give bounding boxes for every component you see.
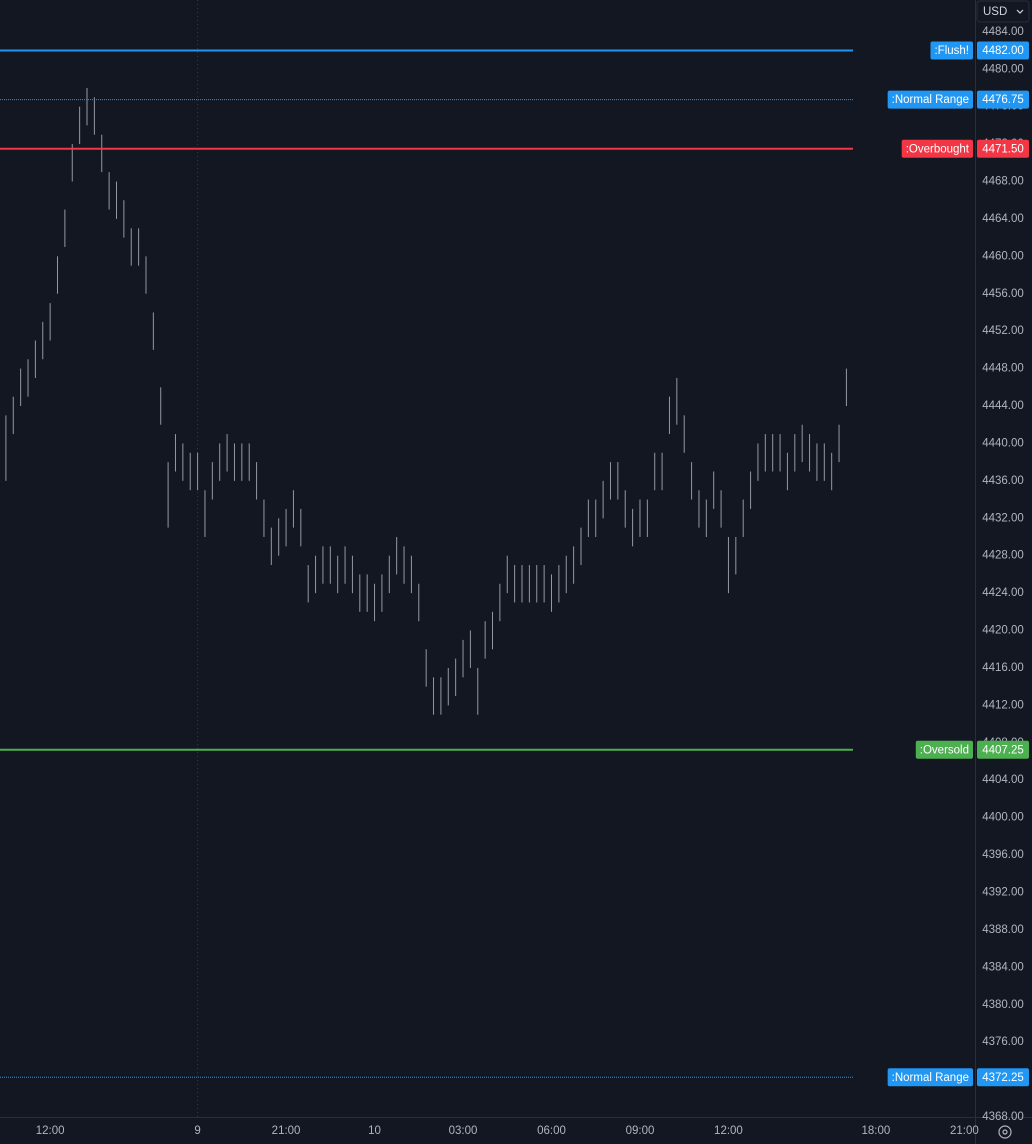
level-price-tag [977,740,1029,759]
level-price: 4407.25 [982,744,1024,756]
y-tick-label: 4412.00 [982,699,1024,711]
y-tick-label: 4468.00 [982,176,1024,188]
y-tick-label: 4388.00 [982,924,1024,936]
settings-icon[interactable] [998,1125,1012,1139]
level-name: :Oversold [920,744,969,756]
level-name-tag [915,740,973,759]
y-tick-label: 4464.00 [982,213,1024,225]
x-tick-label: 06:00 [537,1125,566,1137]
x-tick-label: 03:00 [449,1125,478,1137]
level-price-tag [977,41,1029,60]
level-name: :Normal Range [892,1072,969,1084]
y-tick-label: 4436.00 [982,475,1024,487]
y-tick-label: 4452.00 [982,325,1024,337]
y-tick-label: 4416.00 [982,662,1024,674]
level-price: 4372.25 [982,1072,1024,1084]
level-name-tag [901,139,973,158]
y-tick-label: 4480.00 [982,63,1024,75]
currency-button[interactable] [976,0,1030,23]
level-price-tag [977,139,1029,158]
x-tick-label: 12:00 [36,1125,65,1137]
y-tick-label: 4432.00 [982,512,1024,524]
x-tick-label: 9 [194,1125,200,1137]
y-tick-label: 4444.00 [982,400,1024,412]
level-price: 4482.00 [982,45,1024,57]
y-tick-label: 4424.00 [982,587,1024,599]
currency-label: USD [983,6,1007,18]
y-tick-label: 4392.00 [982,887,1024,899]
x-tick-label: 21:00 [272,1125,301,1137]
y-tick-label: 4404.00 [982,774,1024,786]
level-price-tag [977,1068,1029,1087]
y-tick-label: 4420.00 [982,625,1024,637]
level-name: :Overbought [906,143,970,155]
y-tick-label: 4484.00 [982,26,1024,38]
level-name-tag [887,1068,973,1087]
y-tick-label: 4456.00 [982,288,1024,300]
y-tick-label: 4428.00 [982,550,1024,562]
y-tick-label: 4380.00 [982,999,1024,1011]
settings-ring [998,1125,1012,1139]
currency-chevron [1016,9,1024,14]
y-tick-label: 4400.00 [982,812,1024,824]
x-tick-label: 10 [368,1125,381,1137]
level-name: :Flush! [934,45,969,57]
y-tick-label: 4440.00 [982,437,1024,449]
plot-area [0,0,853,1117]
level-price-tag [977,90,1029,109]
level-name-tag [930,41,973,60]
level-name-tag [887,90,973,109]
level-price: 4471.50 [982,143,1024,155]
x-tick-label: 09:00 [626,1125,655,1137]
level-price: 4476.75 [982,94,1024,106]
settings-core [1002,1129,1008,1135]
y-tick-label: 4368.00 [982,1111,1024,1123]
level-name: :Normal Range [892,94,969,106]
x-tick-label: 12:00 [714,1125,743,1137]
y-tick-label: 4384.00 [982,961,1024,973]
y-tick-label: 4460.00 [982,250,1024,262]
y-tick-label: 4448.00 [982,363,1024,375]
x-tick-label: 18:00 [862,1125,891,1137]
y-tick-label: 4376.00 [982,1036,1024,1048]
y-tick-label: 4396.00 [982,849,1024,861]
x-tick-label: 21:00 [950,1125,979,1137]
